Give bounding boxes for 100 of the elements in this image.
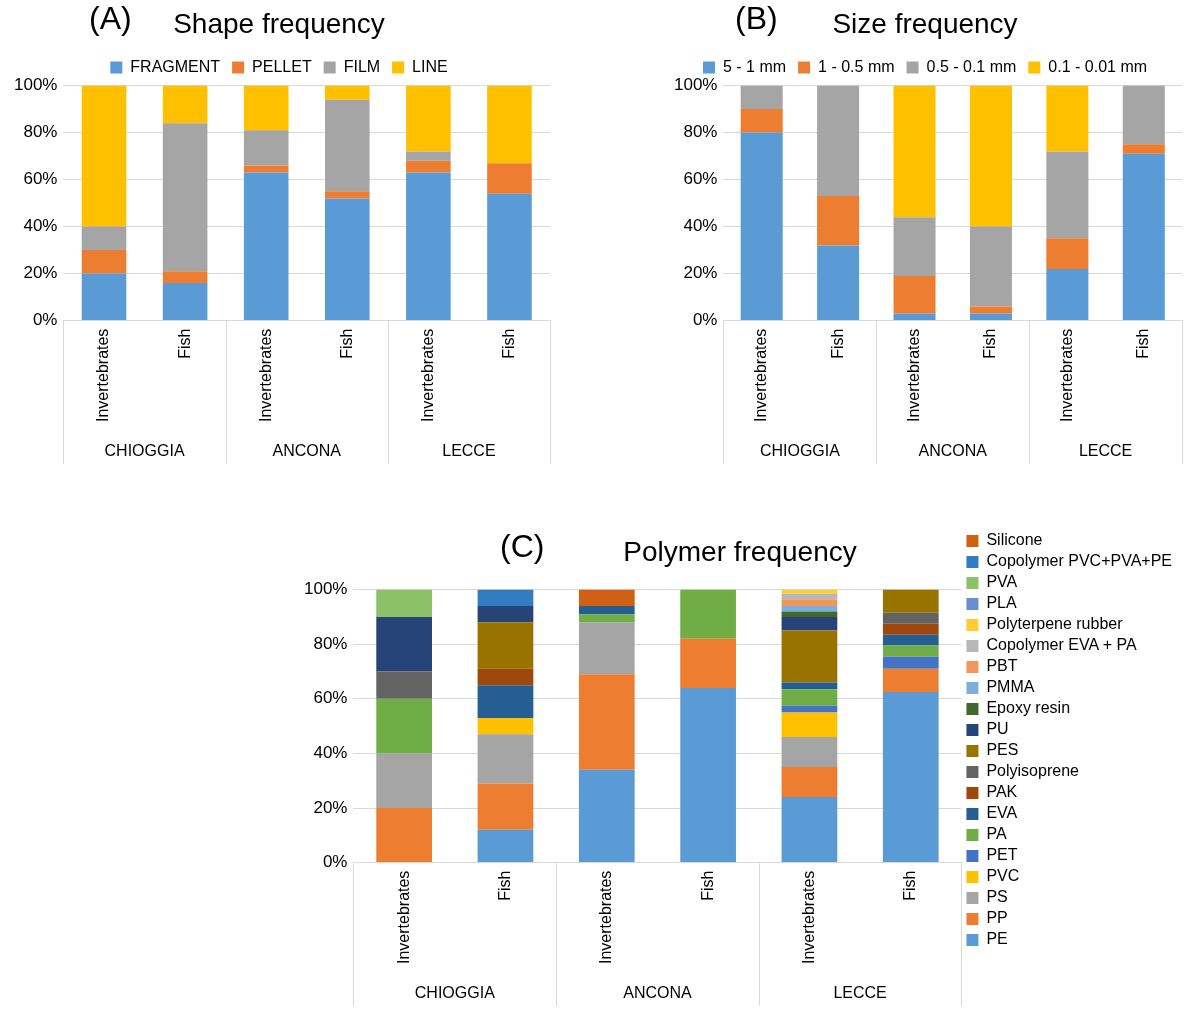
legend-label: PET — [986, 846, 1018, 864]
legend-label: Copolymer EVA + PA — [986, 636, 1137, 654]
x-tick-label: Invertebrates — [256, 328, 274, 423]
bar — [1046, 151, 1089, 239]
bar — [81, 250, 127, 274]
bar — [406, 172, 451, 321]
y-tick-label: 60% — [313, 688, 348, 708]
legend-label: LINE — [412, 58, 448, 76]
x-tick-label: Fish — [175, 328, 193, 359]
bar — [781, 712, 838, 738]
bar — [487, 193, 532, 321]
bar — [882, 691, 939, 863]
legend-label: Epoxy resin — [986, 699, 1071, 717]
legend-label: 1 - 0.5 mm — [818, 58, 895, 76]
bar — [578, 605, 635, 615]
bar — [882, 634, 939, 646]
bar — [781, 589, 838, 594]
bar — [1122, 144, 1165, 154]
bar — [1046, 238, 1089, 269]
bar — [740, 109, 783, 133]
x-tick-label: Invertebrates — [418, 328, 436, 423]
bar — [243, 165, 289, 173]
x-tick-label: Invertebrates — [799, 870, 817, 965]
legend-label: FILM — [343, 58, 381, 76]
bar — [740, 132, 783, 321]
bar — [1046, 268, 1089, 321]
legend-label: Polyisoprene — [986, 762, 1080, 780]
x-tick-label: Invertebrates — [904, 328, 922, 423]
x-tick-label: Fish — [495, 870, 513, 901]
bar — [578, 614, 635, 623]
legend-label: PVC — [986, 867, 1020, 885]
text: ANCONA — [623, 984, 693, 1002]
x-tick-label: Fish — [828, 328, 846, 359]
bar — [324, 198, 370, 321]
legend-label: PA — [986, 825, 1007, 843]
legend-label: PMMA — [986, 678, 1035, 696]
y-tick-label: 80% — [683, 122, 718, 142]
bar — [487, 85, 532, 164]
x-tick-label: Invertebrates — [1057, 328, 1075, 423]
bar — [882, 645, 939, 657]
bar — [81, 273, 127, 321]
bar — [162, 271, 208, 284]
text: (B) — [735, 0, 778, 36]
legend-label: PU — [986, 720, 1009, 738]
bar — [376, 589, 433, 617]
bar — [781, 605, 838, 612]
legend-label: Polyterpene rubber — [986, 615, 1124, 633]
bar — [243, 172, 289, 321]
bar — [477, 668, 534, 686]
chart-title: Shape frequency — [173, 7, 385, 39]
chart-title: Size frequency — [832, 7, 1018, 39]
bar — [1122, 153, 1165, 321]
legend-label: PES — [986, 741, 1019, 759]
bar — [680, 638, 736, 688]
bar — [893, 275, 936, 314]
bar — [680, 687, 736, 863]
y-tick-label: 40% — [313, 743, 348, 763]
bar — [893, 217, 936, 276]
bar — [680, 589, 736, 639]
bar — [376, 808, 433, 863]
bar — [781, 611, 838, 617]
y-tick-label: 60% — [23, 169, 58, 189]
bar — [406, 160, 451, 173]
bar — [740, 85, 783, 110]
bar — [81, 226, 127, 251]
legend-label: PBT — [986, 657, 1018, 675]
bar — [477, 685, 534, 718]
bar — [781, 797, 838, 863]
x-tick-label: Invertebrates — [752, 328, 770, 423]
bar — [882, 589, 939, 613]
legend-label: PP — [986, 909, 1008, 927]
text: ANCONA — [272, 442, 342, 460]
bar — [781, 593, 838, 600]
legend-label: Copolymer PVC+PVA+PE — [986, 552, 1172, 570]
bar — [406, 151, 451, 161]
bar — [477, 622, 534, 669]
legend-label: PLA — [986, 594, 1018, 612]
legend-label: 5 - 1 mm — [722, 58, 787, 76]
y-tick-label: 40% — [23, 216, 58, 236]
bar — [781, 682, 838, 690]
bar — [578, 622, 635, 675]
y-tick-label: 60% — [683, 169, 718, 189]
bar — [817, 196, 860, 246]
bar — [969, 226, 1012, 307]
bar — [893, 85, 936, 218]
text: LECCE — [833, 984, 887, 1002]
bar — [243, 130, 289, 166]
bar — [406, 85, 451, 152]
bar — [882, 623, 939, 635]
text: ANCONA — [918, 442, 988, 460]
bar — [969, 85, 1012, 227]
text: (A) — [89, 0, 132, 36]
legend-label: EVA — [986, 804, 1018, 822]
bar — [781, 616, 838, 631]
y-tick-label: 100% — [304, 579, 348, 599]
x-tick-label: Invertebrates — [597, 870, 615, 965]
y-tick-label: 20% — [23, 263, 58, 283]
bar — [781, 737, 838, 768]
bar — [882, 656, 939, 669]
x-tick-label: Fish — [337, 328, 355, 359]
